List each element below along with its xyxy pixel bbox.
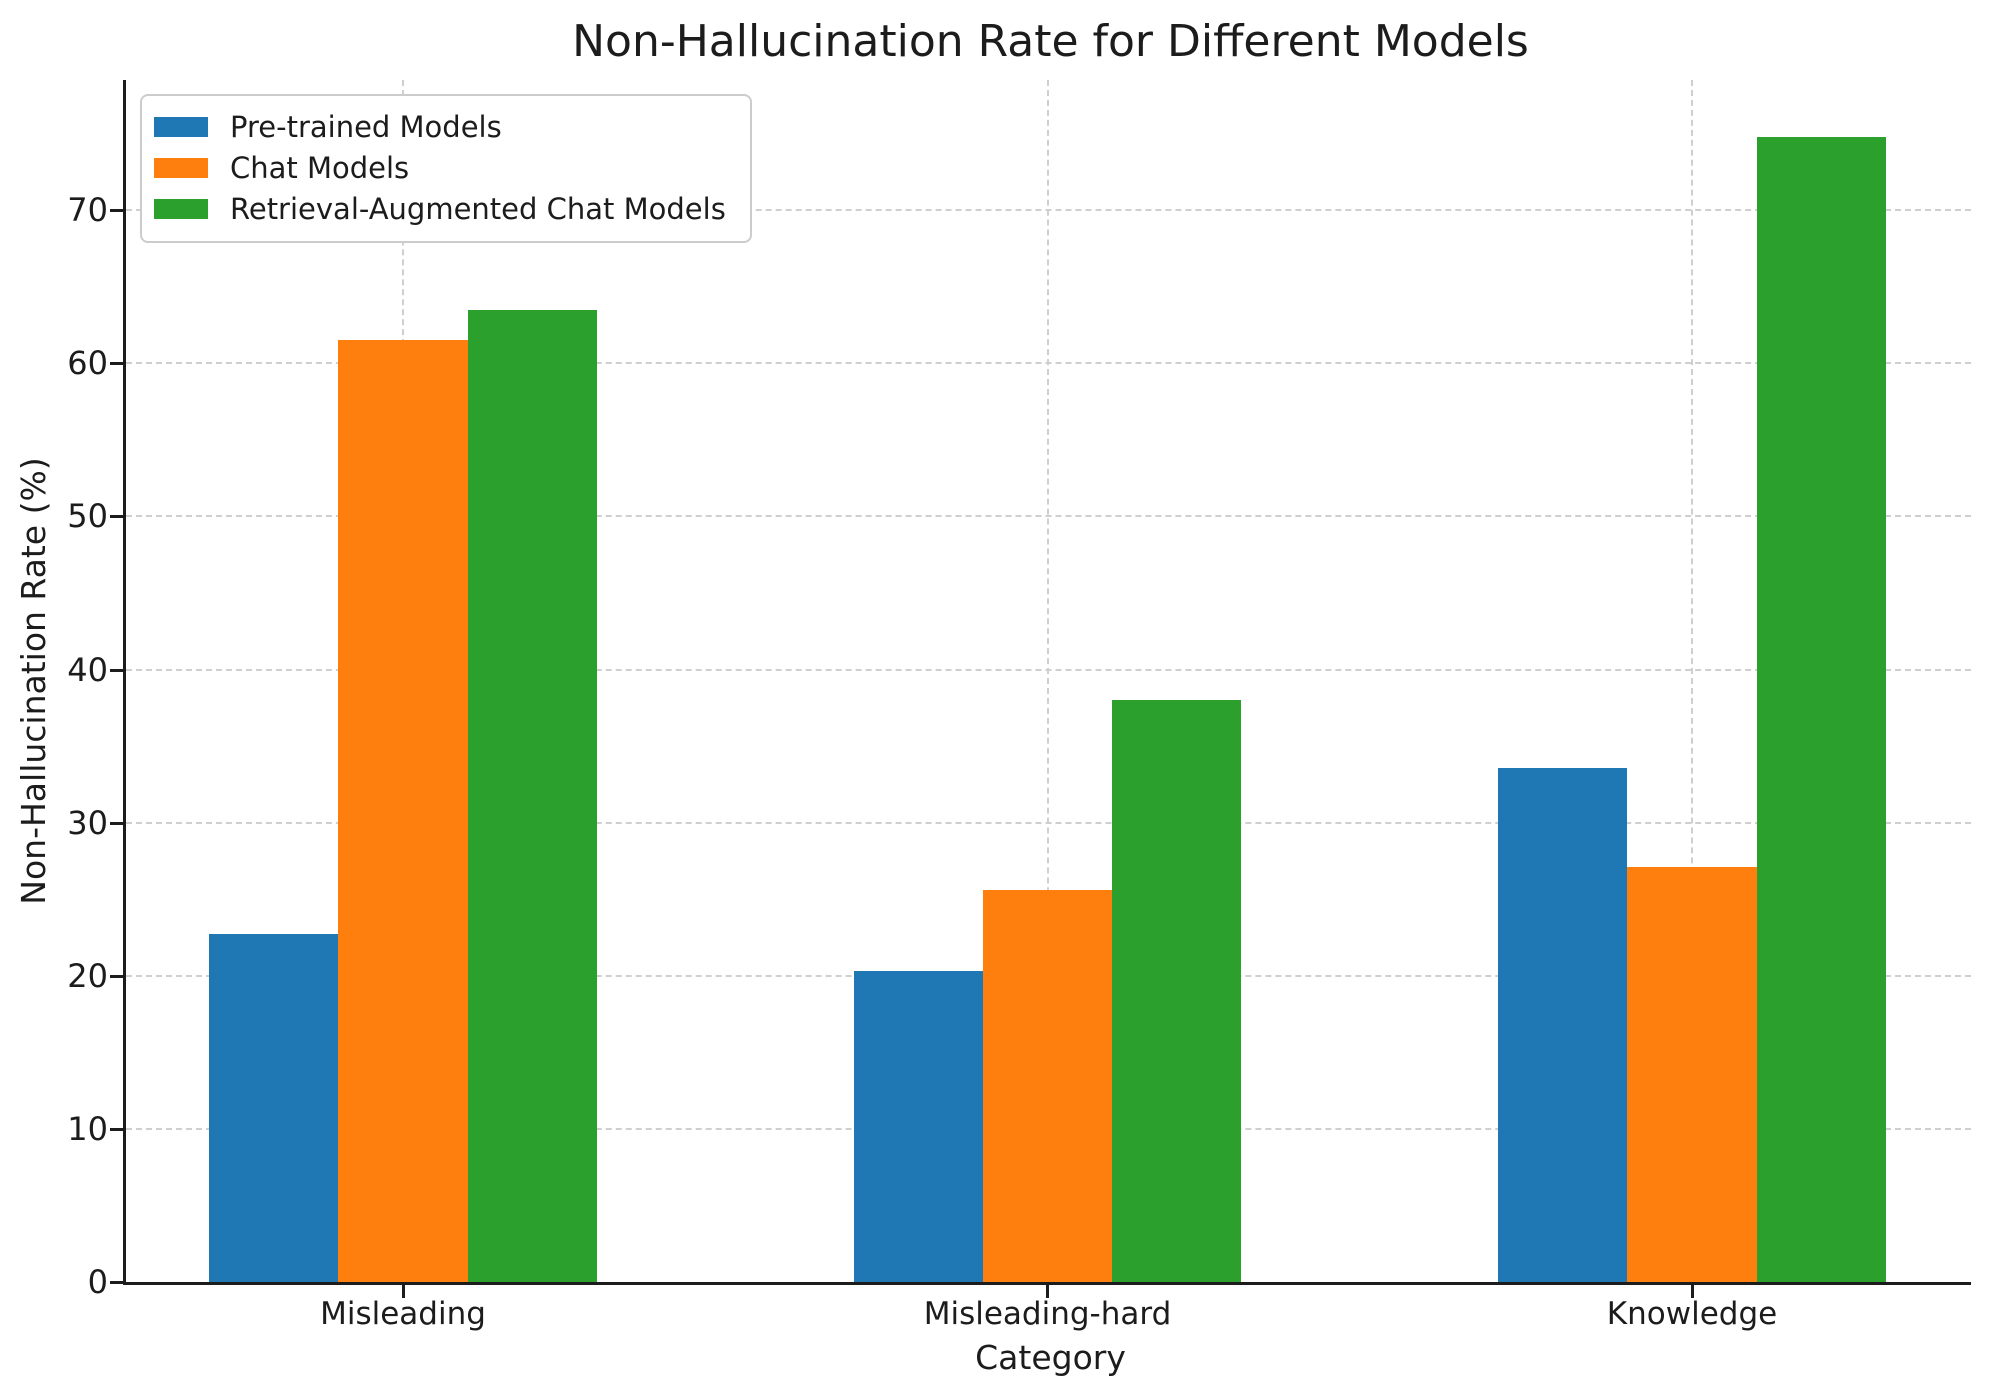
y-tick-label-0: 0 <box>87 1263 108 1301</box>
y-tick-50 <box>110 515 123 519</box>
y-tick-label-50: 50 <box>67 497 108 536</box>
x-tick-label-misleading: Misleading <box>320 1296 486 1332</box>
legend-label: Retrieval-Augmented Chat Models <box>230 191 726 226</box>
y-tick-0 <box>110 1281 123 1284</box>
bar-knowledge-retrieval-augmented-chat-models <box>1756 136 1886 1282</box>
legend: Pre-trained Models Chat Models Retrieval-A… <box>140 94 752 243</box>
y-tick-10 <box>110 1127 123 1131</box>
y-tick-60 <box>110 362 123 366</box>
x-tick-label-misleading-hard: Misleading-hard <box>923 1296 1172 1332</box>
y-tick-label-70: 70 <box>67 191 108 230</box>
y-tick-70 <box>110 209 123 213</box>
legend-row-chat-models: Chat Models <box>154 147 726 188</box>
y-tick-40 <box>110 668 123 672</box>
h-gridline-60 <box>126 362 1971 365</box>
bar-knowledge-chat-models <box>1627 867 1757 1282</box>
x-tick-misleading-hard <box>1046 1285 1049 1298</box>
x-tick-label-knowledge: Knowledge <box>1606 1296 1778 1332</box>
v-gridline-knowledge <box>1691 80 1693 1282</box>
bar-misleading-hard-retrieval-augmented-chat-models <box>1112 700 1242 1282</box>
y-tick-20 <box>110 974 123 978</box>
bar-misleading-pre-trained-models <box>209 934 339 1282</box>
legend-row-retrieval-augmented-chat-models: Retrieval-Augmented Chat Models <box>154 188 726 229</box>
h-gridline-70 <box>126 209 1971 212</box>
x-axis-label: Category <box>975 1338 1126 1377</box>
x-tick-knowledge <box>1690 1285 1694 1298</box>
bar-misleading-hard-pre-trained-models <box>853 971 983 1282</box>
legend-row-pre-trained-models: Pre-trained Models <box>154 106 726 147</box>
y-tick-label-30: 30 <box>67 803 108 842</box>
bar-knowledge-pre-trained-models <box>1498 767 1628 1282</box>
y-tick-label-10: 10 <box>67 1109 108 1148</box>
bar-misleading-chat-models <box>338 340 468 1282</box>
legend-swatch <box>154 116 208 137</box>
legend-swatch <box>154 198 208 219</box>
h-gridline-40 <box>126 668 1971 671</box>
bar-misleading-hard-chat-models <box>982 890 1113 1282</box>
h-gridline-50 <box>126 515 1971 518</box>
legend-label: Chat Models <box>230 150 410 185</box>
x-tick-misleading <box>401 1285 405 1298</box>
x-axis-spine <box>123 1282 1971 1285</box>
legend-swatch <box>154 157 208 178</box>
v-gridline-misleading-hard <box>1046 80 1049 1282</box>
legend-label: Pre-trained Models <box>230 109 502 144</box>
y-tick-30 <box>110 821 123 825</box>
h-gridline-30 <box>126 821 1971 824</box>
chart-title: Non-Hallucination Rate for Different Mod… <box>572 16 1529 67</box>
y-axis-spine <box>123 80 126 1285</box>
y-tick-label-20: 20 <box>67 956 108 995</box>
y-tick-label-60: 60 <box>67 344 108 383</box>
y-tick-label-40: 40 <box>67 650 108 689</box>
bar-misleading-retrieval-augmented-chat-models <box>467 309 597 1282</box>
plot-area <box>126 80 1971 1282</box>
